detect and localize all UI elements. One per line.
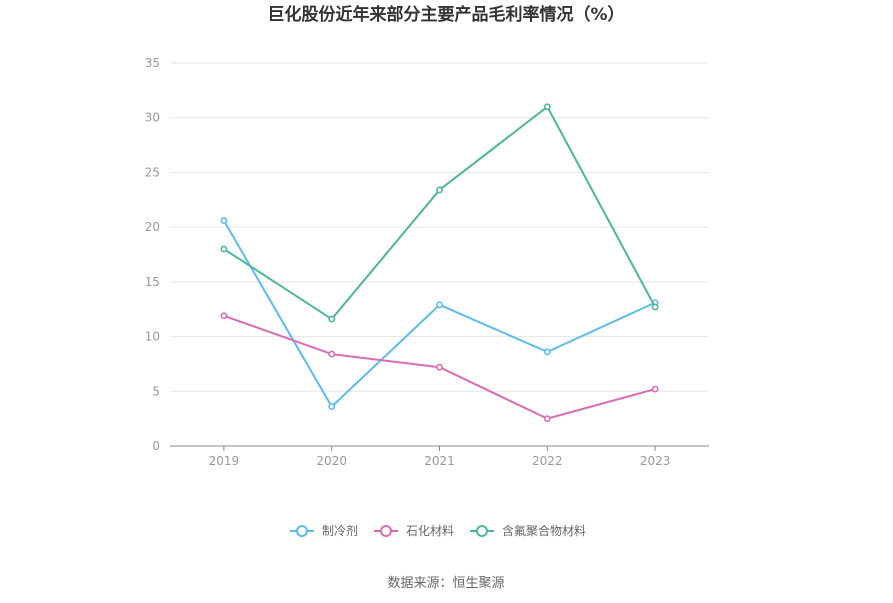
legend-label: 石化材料 xyxy=(406,524,454,538)
series-line xyxy=(223,220,656,408)
x-tick-label: 2022 xyxy=(532,454,563,468)
y-tick-label: 15 xyxy=(145,275,160,289)
data-point[interactable] xyxy=(436,301,443,309)
data-point[interactable] xyxy=(436,363,443,371)
x-tick-label: 2023 xyxy=(640,454,671,468)
data-point[interactable] xyxy=(220,245,228,253)
axes: 0 5 10 15 20 25 30 35 2019 2020 2021 2022 2023 xyxy=(145,56,709,468)
series-line xyxy=(223,105,656,321)
data-point[interactable] xyxy=(328,403,336,411)
legend-label: 制冷剂 xyxy=(322,523,358,538)
series-0 xyxy=(220,217,659,411)
y-tick-label: 20 xyxy=(145,220,160,234)
x-tick-label: 2019 xyxy=(209,454,240,468)
y-tick-label: 5 xyxy=(152,384,160,398)
legend-item[interactable]: 含氟聚合物材料 xyxy=(470,523,586,538)
series-1 xyxy=(220,312,659,423)
x-tick-label: 2021 xyxy=(424,454,455,468)
legend-item[interactable]: 制冷剂 xyxy=(290,523,358,538)
data-point[interactable] xyxy=(436,186,443,194)
data-point[interactable] xyxy=(543,348,551,356)
legend-label: 含氟聚合物材料 xyxy=(502,523,586,538)
y-tick-label: 0 xyxy=(152,439,160,453)
legend: 制冷剂 石化材料 含氟聚合物材料 xyxy=(290,523,586,538)
data-point[interactable] xyxy=(543,103,551,111)
data-point[interactable] xyxy=(328,350,336,358)
data-point[interactable] xyxy=(220,312,228,320)
legend-swatch-marker xyxy=(476,525,488,537)
series-2 xyxy=(220,103,659,323)
y-tick-label: 35 xyxy=(145,56,160,70)
data-point[interactable] xyxy=(543,415,551,423)
legend-swatch-marker xyxy=(296,525,308,537)
y-tick-label: 25 xyxy=(145,165,160,179)
y-tick-label: 10 xyxy=(145,330,160,344)
y-tick-label: 30 xyxy=(145,111,160,125)
data-point[interactable] xyxy=(651,385,659,393)
grid-lines xyxy=(170,62,709,392)
x-tick-label: 2020 xyxy=(316,454,347,468)
data-point[interactable] xyxy=(328,315,336,323)
series-group xyxy=(220,103,659,423)
source-note: 数据来源：恒生聚源 xyxy=(387,576,504,591)
legend-swatch-marker xyxy=(380,525,392,537)
legend-item[interactable]: 石化材料 xyxy=(374,524,454,538)
data-point[interactable] xyxy=(220,217,228,224)
chart-title: 巨化股份近年来部分主要产品毛利率情况（%） xyxy=(267,4,624,25)
data-point[interactable] xyxy=(651,303,659,311)
